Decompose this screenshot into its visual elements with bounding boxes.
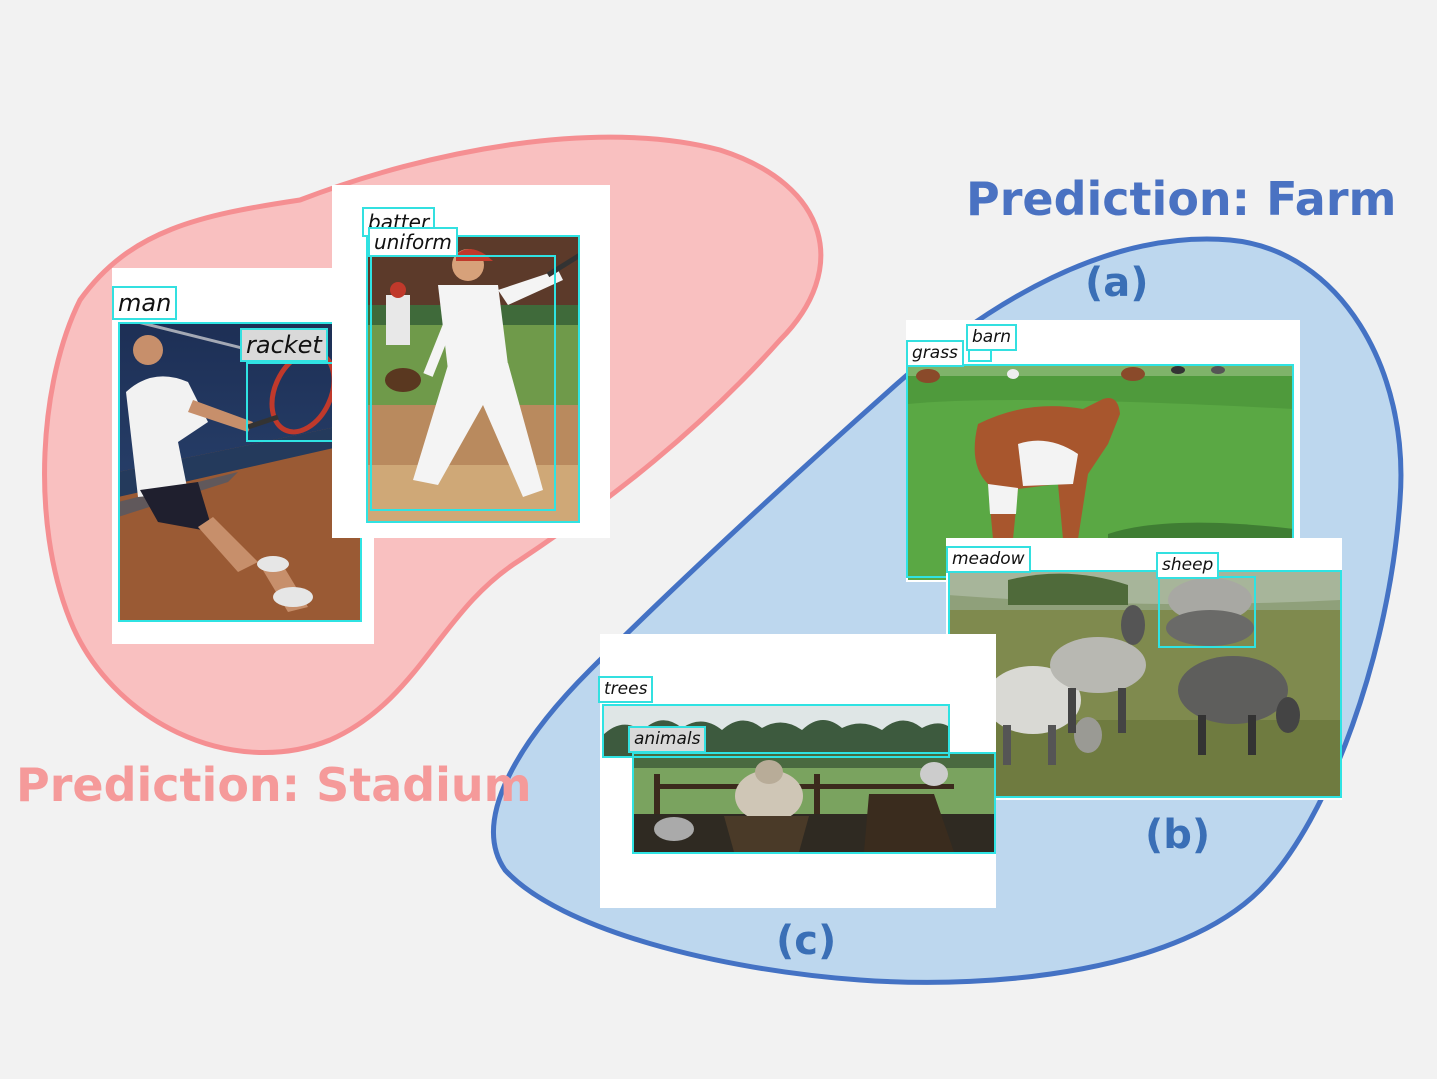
sheep-scene	[948, 570, 1340, 798]
animals-bbox	[632, 752, 996, 854]
tag-barn: barn	[966, 324, 1017, 351]
sheep-photo: meadow sheep	[946, 538, 1342, 800]
tag-man: man	[112, 286, 178, 320]
sheep-bbox	[1158, 576, 1256, 648]
tag-uniform: uniform	[368, 227, 458, 257]
tag-trees: trees	[598, 676, 654, 703]
stadium-prediction-heading: Prediction: Stadium	[16, 758, 532, 812]
panel-label-b: (b)	[1145, 812, 1211, 858]
meadow-bbox	[948, 570, 1342, 798]
tag-racket: racket	[240, 328, 328, 362]
batter-bbox	[366, 235, 580, 523]
tag-meadow: meadow	[946, 546, 1031, 573]
trees-bbox	[602, 704, 950, 758]
tag-animals: animals	[628, 726, 707, 753]
animals-scene	[634, 754, 994, 852]
panel-label-a: (a)	[1085, 260, 1149, 306]
tag-grass: grass	[906, 340, 964, 367]
uniform-bbox	[370, 255, 556, 511]
farm-prediction-heading: Prediction: Farm	[966, 172, 1397, 226]
tennis-photo: man racket	[112, 268, 374, 644]
sheep-pen-photo: trees animals	[598, 634, 996, 908]
baseball-photo: batter uniform	[332, 185, 610, 538]
tag-sheep: sheep	[1156, 552, 1220, 579]
panel-label-c: (c)	[776, 918, 837, 964]
baseball-scene	[368, 235, 580, 521]
